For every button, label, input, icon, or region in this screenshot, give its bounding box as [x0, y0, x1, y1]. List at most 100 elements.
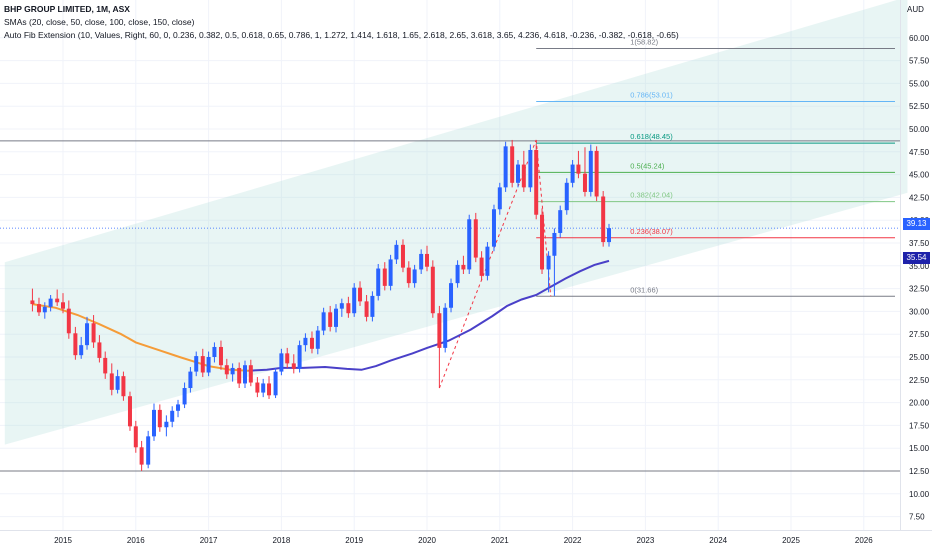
candle-body [97, 342, 102, 358]
sma-line [32, 303, 249, 372]
time-tick-label: 2024 [709, 536, 727, 545]
candle-body [248, 365, 253, 383]
time-tick-label: 2016 [127, 536, 145, 545]
price-tick-label: 47.50 [909, 148, 930, 157]
candle-body [291, 363, 296, 369]
candle-body [358, 287, 363, 302]
fib-level-label: 0.5(45.24) [630, 161, 665, 170]
time-tick-label: 2015 [54, 536, 72, 545]
candle-body [36, 304, 41, 313]
candle-body [528, 149, 533, 188]
fib-level-label: 0.382(42.04) [630, 191, 673, 200]
price-tick-label: 45.00 [909, 171, 930, 180]
candle-body [334, 308, 338, 327]
candle-body [30, 300, 35, 305]
candle-body [339, 303, 344, 309]
candle-body [400, 244, 405, 268]
candle-body [346, 303, 351, 314]
price-axis[interactable] [900, 0, 932, 530]
fib-level-label: 0(31.66) [630, 285, 658, 294]
candle-body [485, 246, 490, 276]
candle-body [430, 266, 435, 314]
candle-body [255, 382, 260, 393]
sma-indicator-legend[interactable]: SMAs (20, close, 50, close, 100, close, … [4, 17, 195, 27]
candle-body [164, 421, 169, 428]
candle-body [382, 268, 387, 286]
price-tick-label: 7.50 [909, 513, 925, 522]
time-tick-label: 2017 [200, 536, 218, 545]
candle-body [570, 164, 575, 183]
price-tick-label: 12.50 [909, 467, 930, 476]
candle-body [188, 371, 193, 389]
candle-body [267, 383, 272, 396]
price-tick-label: 32.50 [909, 285, 930, 294]
candle-body [42, 306, 47, 313]
candle-body [182, 388, 187, 405]
candle-body [449, 283, 454, 308]
time-tick-label: 2019 [345, 536, 363, 545]
fib-indicator-legend[interactable]: Auto Fib Extension (10, Values, Right, 6… [4, 30, 679, 40]
candle-body [321, 312, 326, 331]
candle-body [157, 409, 162, 428]
candle-body [540, 214, 545, 270]
candle-body [406, 267, 411, 284]
candle-body [230, 367, 235, 375]
candle-body [103, 357, 108, 374]
time-axis[interactable] [0, 530, 932, 551]
candle-body [212, 346, 217, 357]
candle-body [491, 209, 496, 247]
candle-body [461, 264, 466, 270]
candle-body [521, 164, 526, 188]
time-tick-label: 2021 [491, 536, 509, 545]
candle-body [328, 312, 333, 327]
candle-body [394, 244, 399, 260]
candle-body [497, 187, 502, 210]
candle-body [364, 301, 369, 317]
candle-body [170, 410, 175, 422]
candle-body [315, 330, 320, 349]
candle-body [516, 164, 520, 183]
candle-body [109, 373, 114, 390]
candle-body [467, 219, 472, 270]
candle-body [376, 268, 381, 296]
candle-body [546, 255, 551, 270]
candle-body [285, 353, 290, 364]
candle-body [152, 409, 156, 437]
candle-body [588, 150, 593, 192]
candle-body [510, 146, 515, 183]
price-tick-label: 52.50 [909, 102, 930, 111]
time-tick-label: 2018 [273, 536, 291, 545]
candle-body [352, 287, 357, 314]
price-tick-label: 15.00 [909, 444, 930, 453]
candle-body [370, 295, 375, 317]
candle-body [115, 376, 120, 390]
candle-body [237, 367, 242, 384]
horizontal-levels [0, 140, 900, 472]
price-tick-label: 27.50 [909, 330, 930, 339]
sma-price-badge: 35.54 [903, 252, 930, 264]
candle-body [558, 210, 563, 233]
candle-body [425, 253, 429, 267]
candle-body [121, 376, 126, 397]
candle-body [594, 150, 599, 197]
candle-body [194, 356, 199, 372]
candle-body [607, 228, 611, 243]
time-tick-label: 2022 [564, 536, 582, 545]
regression-channel [4, 0, 908, 445]
time-tick-label: 2023 [637, 536, 655, 545]
fib-level-label: 1(58.82) [630, 38, 658, 47]
candle-body [273, 371, 278, 396]
price-tick-label: 57.50 [909, 57, 930, 66]
candle-body [224, 365, 229, 375]
currency-label: AUD [907, 5, 924, 14]
candle-body [91, 323, 96, 343]
price-tick-label: 22.50 [909, 376, 930, 385]
time-tick-label: 2026 [855, 536, 873, 545]
candle-body [601, 196, 606, 243]
candle-body [61, 302, 65, 309]
candle-body [79, 345, 84, 356]
price-tick-label: 17.50 [909, 421, 930, 430]
last-price-badge: 39.13 [903, 218, 930, 230]
candle-body [412, 269, 417, 284]
